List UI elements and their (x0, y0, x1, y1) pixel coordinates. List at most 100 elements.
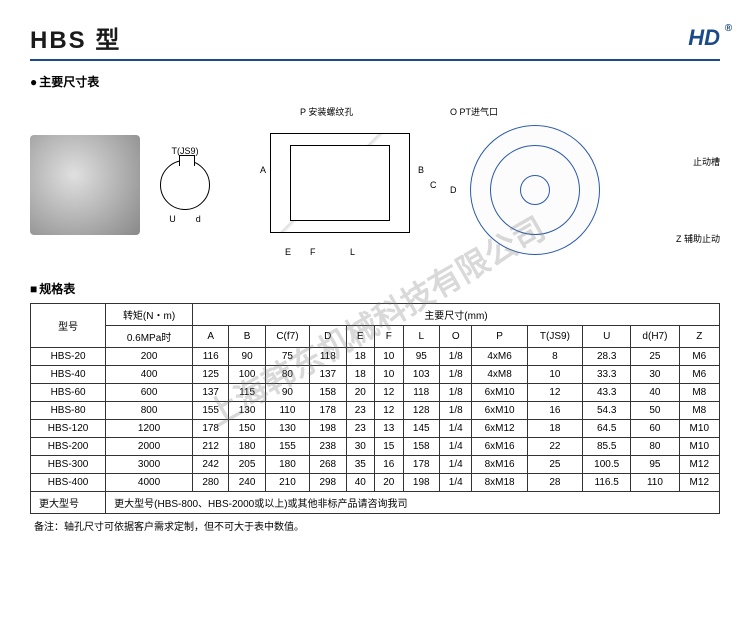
cell-value: 100 (229, 366, 265, 384)
cell-value: 20 (375, 474, 404, 492)
cell-value: 115 (229, 384, 265, 402)
cell-value: 64.5 (583, 420, 631, 438)
section2-title: 规格表 (30, 280, 720, 297)
cell-value: 155 (192, 402, 228, 420)
cell-value: 198 (310, 420, 346, 438)
col-z: Z (679, 326, 719, 348)
cell-value: M8 (679, 402, 719, 420)
cell-value: 18 (346, 366, 375, 384)
col-c: C(f7) (265, 326, 309, 348)
cell-torque: 800 (106, 402, 193, 420)
col-l: L (403, 326, 439, 348)
dim-c: C (430, 180, 437, 190)
cell-value: 145 (403, 420, 439, 438)
cell-model: HBS-60 (31, 384, 106, 402)
dim-f: F (310, 247, 316, 257)
cell-value: 6xM12 (472, 420, 527, 438)
cell-torque: 1200 (106, 420, 193, 438)
footer-row: 更大型号 更大型号(HBS-800、HBS-2000或以上)或其他非标产品请咨询… (31, 492, 720, 514)
cell-value: 50 (631, 402, 679, 420)
cell-value: 103 (403, 366, 439, 384)
cell-value: 118 (403, 384, 439, 402)
cell-value: 116.5 (583, 474, 631, 492)
table-row: HBS-120120017815013019823131451/46xM1218… (31, 420, 720, 438)
cell-model: HBS-400 (31, 474, 106, 492)
keyway-d-label: d (196, 214, 201, 224)
cell-value: 16 (375, 456, 404, 474)
cell-value: 110 (265, 402, 309, 420)
cell-value: 1/4 (439, 456, 471, 474)
cell-value: 155 (265, 438, 309, 456)
table-row: HBS-606001371159015820121181/86xM101243.… (31, 384, 720, 402)
technical-drawing: P 安装螺纹孔 O PT进气口 止动槽 Z 辅助止动 A B C D E F L (230, 105, 720, 265)
cell-value: 128 (403, 402, 439, 420)
cell-value: 10 (375, 348, 404, 366)
cell-value: 25 (527, 456, 582, 474)
cell-torque: 4000 (106, 474, 193, 492)
cell-value: 30 (346, 438, 375, 456)
cell-value: 18 (527, 420, 582, 438)
cell-value: 178 (310, 402, 346, 420)
footnote: 备注：轴孔尺寸可依据客户需求定制，但不可大于表中数值。 (30, 518, 720, 533)
cell-value: 4xM8 (472, 366, 527, 384)
cell-value: 116 (192, 348, 228, 366)
col-main-dims: 主要尺寸(mm) (192, 304, 719, 326)
cell-value: 33.3 (583, 366, 631, 384)
cell-value: 8 (527, 348, 582, 366)
cell-value: 90 (229, 348, 265, 366)
table-row: HBS-8080015513011017823121281/86xM101654… (31, 402, 720, 420)
cell-value: 40 (631, 384, 679, 402)
cell-value: M10 (679, 438, 719, 456)
cell-value: 158 (310, 384, 346, 402)
cell-value: 20 (346, 384, 375, 402)
cell-value: 180 (265, 456, 309, 474)
cell-model: HBS-200 (31, 438, 106, 456)
cell-value: 205 (229, 456, 265, 474)
o-label: O PT进气口 (450, 105, 498, 118)
col-dh7: d(H7) (631, 326, 679, 348)
cell-value: 80 (265, 366, 309, 384)
cell-model: HBS-120 (31, 420, 106, 438)
table-body: HBS-2020011690751181810951/84xM6828.325M… (31, 348, 720, 492)
spec-table: 型号 转矩(N・m) 主要尺寸(mm) 0.6MPa时 A B C(f7) D … (30, 303, 720, 514)
cell-value: 1/8 (439, 348, 471, 366)
cell-value: 100.5 (583, 456, 631, 474)
cell-value: 125 (192, 366, 228, 384)
dim-e: E (285, 247, 291, 257)
header-row-2: 0.6MPa时 A B C(f7) D E F L O P T(JS9) U d… (31, 326, 720, 348)
cell-value: 10 (527, 366, 582, 384)
cell-model: HBS-300 (31, 456, 106, 474)
col-torque-sub: 0.6MPa时 (106, 326, 193, 348)
cell-value: 16 (527, 402, 582, 420)
cell-value: 25 (631, 348, 679, 366)
table-row: HBS-404001251008013718101031/84xM81033.3… (31, 366, 720, 384)
cell-value: 238 (310, 438, 346, 456)
cell-value: 95 (631, 456, 679, 474)
cell-model: HBS-80 (31, 402, 106, 420)
cell-value: 240 (229, 474, 265, 492)
cell-value: 210 (265, 474, 309, 492)
cell-value: 1/4 (439, 420, 471, 438)
cell-value: 43.3 (583, 384, 631, 402)
table-head: 型号 转矩(N・m) 主要尺寸(mm) 0.6MPa时 A B C(f7) D … (31, 304, 720, 348)
col-model: 型号 (31, 304, 106, 348)
col-b: B (229, 326, 265, 348)
cell-value: 130 (229, 402, 265, 420)
cell-value: 30 (631, 366, 679, 384)
cell-value: 28.3 (583, 348, 631, 366)
cell-value: M12 (679, 474, 719, 492)
cell-model: HBS-20 (31, 348, 106, 366)
cell-value: 80 (631, 438, 679, 456)
cell-value: 13 (375, 420, 404, 438)
z-label: Z 辅助止动 (676, 232, 720, 245)
cell-value: 178 (403, 456, 439, 474)
cell-torque: 400 (106, 366, 193, 384)
table-row: HBS-2020011690751181810951/84xM6828.325M… (31, 348, 720, 366)
cell-value: 1/8 (439, 384, 471, 402)
cell-value: 90 (265, 384, 309, 402)
cell-value: 23 (346, 420, 375, 438)
cell-value: 40 (346, 474, 375, 492)
cell-value: 110 (631, 474, 679, 492)
cell-torque: 2000 (106, 438, 193, 456)
diagram-area: T(JS9) U d P 安装螺纹孔 O PT进气口 止动槽 Z 辅助止动 A … (30, 100, 720, 270)
